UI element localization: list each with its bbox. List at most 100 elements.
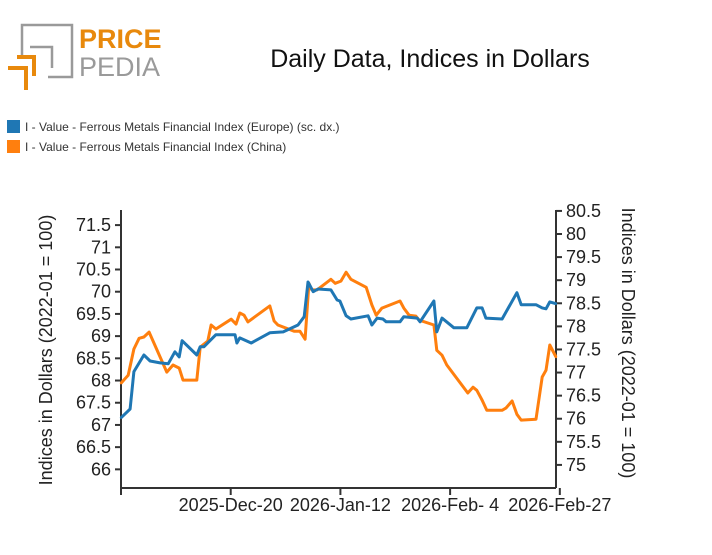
- x-tick-label: 2026-Feb-27: [508, 495, 611, 515]
- chart-title: Daily Data, Indices in Dollars: [270, 45, 590, 73]
- data-point-europe: [250, 341, 253, 345]
- data-point-china: [137, 337, 141, 340]
- data-point-china: [171, 363, 175, 367]
- data-point-china: [534, 417, 538, 421]
- data-point-europe: [329, 288, 333, 292]
- y-right-tick-label: 76.5: [566, 386, 601, 406]
- logo-text-pedia: PEDIA: [79, 52, 160, 82]
- data-point-europe: [142, 353, 146, 357]
- data-point-europe: [167, 362, 170, 365]
- data-point-europe: [452, 326, 456, 329]
- y-right-tick-label: 79: [566, 270, 586, 290]
- data-point-china: [303, 338, 307, 341]
- x-tick-label: 2025-Dec-20: [179, 495, 283, 515]
- y-axis-right-label: Indices in Dollars (2022-01 = 100): [618, 208, 638, 479]
- data-point-europe: [302, 315, 306, 318]
- data-point-europe: [235, 341, 239, 345]
- y-left-tick-label: 71: [91, 237, 111, 257]
- y-right-tick-label: 75: [566, 455, 586, 475]
- y-left-tick-label: 66.5: [76, 437, 111, 457]
- data-point-china: [471, 385, 475, 389]
- data-point-china: [485, 409, 489, 412]
- data-point-europe: [465, 326, 469, 329]
- y-left-tick-label: 68: [91, 371, 111, 391]
- data-point-china: [548, 343, 551, 347]
- data-point-europe: [119, 416, 123, 420]
- data-point-europe: [398, 320, 402, 323]
- data-point-china: [142, 335, 146, 339]
- data-point-europe: [475, 306, 479, 310]
- data-point-china: [510, 399, 514, 403]
- data-point-china: [333, 282, 337, 285]
- y-left-tick-label: 69.5: [76, 304, 111, 324]
- data-point-china: [374, 314, 378, 317]
- data-point-europe: [344, 314, 348, 317]
- data-point-europe: [338, 299, 342, 303]
- data-point-china: [147, 330, 151, 334]
- pricepedia-logo: PRICE PEDIA: [8, 23, 162, 90]
- data-point-europe: [296, 323, 300, 327]
- x-tick-label: 2026-Jan-12: [290, 495, 391, 515]
- data-point-europe: [233, 333, 237, 336]
- data-point-china: [126, 374, 130, 377]
- data-point-europe: [180, 339, 184, 342]
- data-point-europe: [177, 355, 181, 359]
- data-point-europe: [432, 299, 436, 303]
- legend-label-china: I - Value - Ferrous Metals Financial Ind…: [25, 140, 286, 154]
- data-point-europe: [268, 331, 272, 335]
- data-point-china: [242, 314, 246, 317]
- y-left-tick-label: 67: [91, 415, 111, 435]
- data-point-europe: [349, 317, 353, 321]
- data-point-china: [364, 286, 368, 289]
- data-point-china: [504, 406, 508, 410]
- data-point-china: [132, 347, 136, 351]
- data-point-china: [276, 323, 280, 327]
- y-left-tick-label: 70: [91, 282, 111, 302]
- data-point-china: [554, 355, 558, 359]
- data-point-europe: [128, 407, 132, 411]
- y-left-tick-label: 71.5: [76, 215, 111, 235]
- legend: I - Value - Ferrous Metals Financial Ind…: [7, 120, 340, 154]
- series-line-china: [119, 270, 558, 422]
- y-left-tick-label: 66: [91, 459, 111, 479]
- y-right-tick-label: 76: [566, 409, 586, 429]
- y-right-tick-label: 75.5: [566, 432, 601, 452]
- data-point-europe: [198, 345, 202, 348]
- data-point-europe: [281, 330, 285, 334]
- legend-item-china[interactable]: I - Value - Ferrous Metals Financial Ind…: [7, 140, 286, 154]
- data-point-europe: [375, 316, 379, 320]
- legend-label-europe: I - Value - Ferrous Metals Financial Ind…: [25, 120, 340, 134]
- data-point-china: [445, 363, 448, 367]
- data-point-china: [177, 366, 181, 370]
- data-point-china: [329, 278, 333, 281]
- data-point-europe: [312, 290, 315, 293]
- y-left-tick-label: 69: [91, 326, 111, 346]
- data-point-europe: [440, 316, 444, 320]
- data-point-europe: [515, 291, 519, 294]
- data-point-europe: [519, 303, 523, 306]
- y-left-tick-label: 70.5: [76, 260, 111, 280]
- legend-swatch-europe: [7, 120, 20, 133]
- data-point-china: [209, 323, 213, 327]
- data-point-europe: [238, 336, 241, 340]
- data-point-china: [440, 354, 444, 357]
- data-point-china: [339, 279, 343, 283]
- y-right-tick-label: 78.5: [566, 293, 601, 313]
- data-point-europe: [534, 303, 538, 306]
- data-point-europe: [416, 316, 419, 320]
- data-point-europe: [544, 307, 548, 311]
- data-point-europe: [148, 359, 152, 363]
- data-point-china: [540, 375, 544, 379]
- data-point-china: [234, 322, 238, 326]
- y-left-tick-label: 67.5: [76, 393, 111, 413]
- data-point-china: [195, 378, 199, 382]
- data-point-europe: [335, 298, 339, 302]
- data-point-europe: [435, 330, 438, 334]
- data-point-china: [544, 369, 548, 372]
- legend-item-europe[interactable]: I - Value - Ferrous Metals Financial Ind…: [7, 120, 340, 134]
- data-point-china: [500, 409, 504, 412]
- data-point-china: [229, 318, 233, 321]
- data-point-china: [380, 306, 384, 310]
